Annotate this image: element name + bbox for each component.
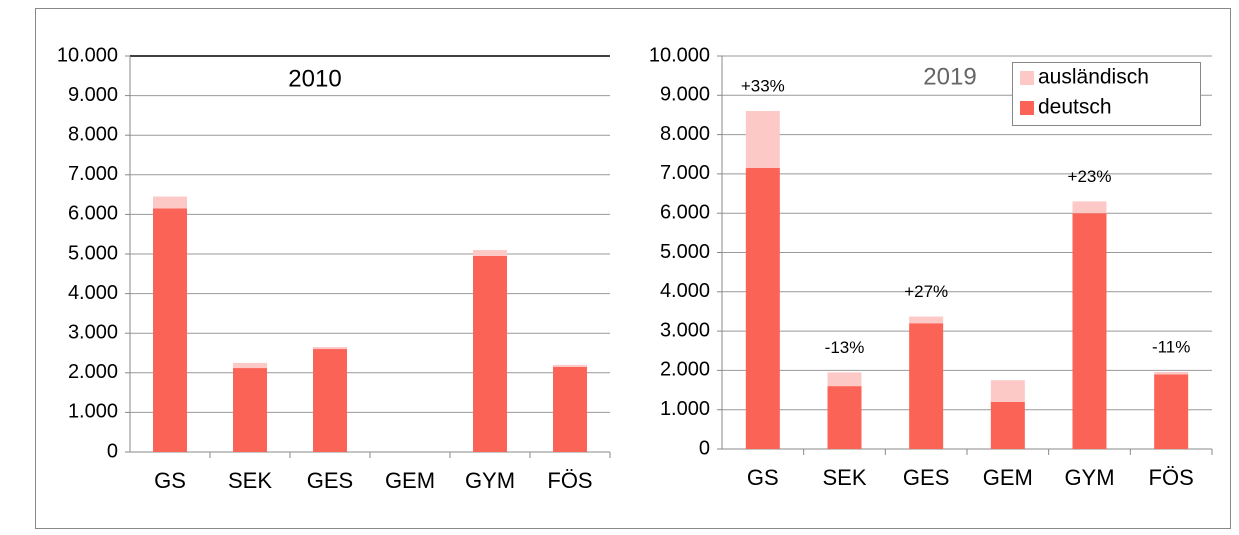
y-tick-label: 8.000 [68,123,118,145]
y-tick-label: 0 [699,437,710,459]
y-tick-label: 9.000 [660,84,710,106]
y-tick-label: 6.000 [660,201,710,223]
bar-segment [473,255,507,452]
change-label: +33% [741,77,785,96]
legend-swatch [1020,101,1034,115]
x-tick-label: GEM [983,465,1033,490]
bar-segment [745,168,780,449]
bar-segment [233,362,267,369]
bar-segment [153,196,187,209]
chart-title: 2010 [288,65,341,92]
y-tick-label: 1.000 [68,401,118,423]
y-tick-label: 10.000 [649,44,710,66]
bar-segment [313,347,347,350]
y-tick-label: 7.000 [660,162,710,184]
x-tick-label: GES [903,465,949,490]
bar-segment [553,366,587,452]
y-tick-label: 10.000 [57,44,118,66]
bar-segment [1072,213,1107,449]
bar-segment [990,380,1025,402]
y-tick-label: 1.000 [660,398,710,420]
bar-segment [233,368,267,452]
x-tick-label: GEM [385,468,435,493]
bar-segment [990,401,1025,449]
change-label: +27% [904,282,948,301]
x-tick-label: FÖS [547,468,592,493]
x-tick-label: GS [154,468,186,493]
y-tick-label: 5.000 [68,242,118,264]
legend-box [1012,62,1201,126]
bar-segment [1154,371,1189,375]
y-tick-label: 5.000 [660,241,710,263]
bar-segment [827,386,862,449]
bar-segment [153,208,187,452]
legend-swatch [1020,71,1034,85]
x-tick-label: FÖS [1149,465,1194,490]
y-tick-label: 2.000 [660,359,710,381]
x-tick-label: SEK [822,465,866,490]
bar-segment [1154,374,1189,449]
y-tick-label: 2.000 [68,361,118,383]
bar-segment [827,372,862,387]
x-tick-label: GYM [465,468,515,493]
y-tick-label: 9.000 [68,84,118,106]
change-label: -13% [825,338,865,357]
change-label: -11% [1152,337,1190,356]
bar-segment [909,323,944,449]
change-label: +23% [1068,167,1112,186]
y-tick-label: 4.000 [68,282,118,304]
y-tick-label: 6.000 [68,203,118,225]
bar-segment [473,250,507,256]
bar-segment [1072,201,1107,214]
x-tick-label: GYM [1064,465,1114,490]
y-tick-label: 8.000 [660,123,710,145]
y-tick-label: 0 [107,440,118,462]
bar-segment [313,349,347,452]
x-tick-label: SEK [228,468,272,493]
bar-segment [745,111,780,169]
bar-segment [909,316,944,324]
y-tick-label: 3.000 [660,319,710,341]
bar-segment [553,364,587,367]
y-tick-label: 4.000 [660,280,710,302]
y-tick-label: 7.000 [68,163,118,185]
legend-label: ausländisch [1038,66,1149,89]
chart-title: 2019 [923,63,976,90]
x-tick-label: GS [747,465,779,490]
legend-label: deutsch [1038,96,1112,119]
x-tick-label: GES [307,468,353,493]
y-tick-label: 3.000 [68,321,118,343]
